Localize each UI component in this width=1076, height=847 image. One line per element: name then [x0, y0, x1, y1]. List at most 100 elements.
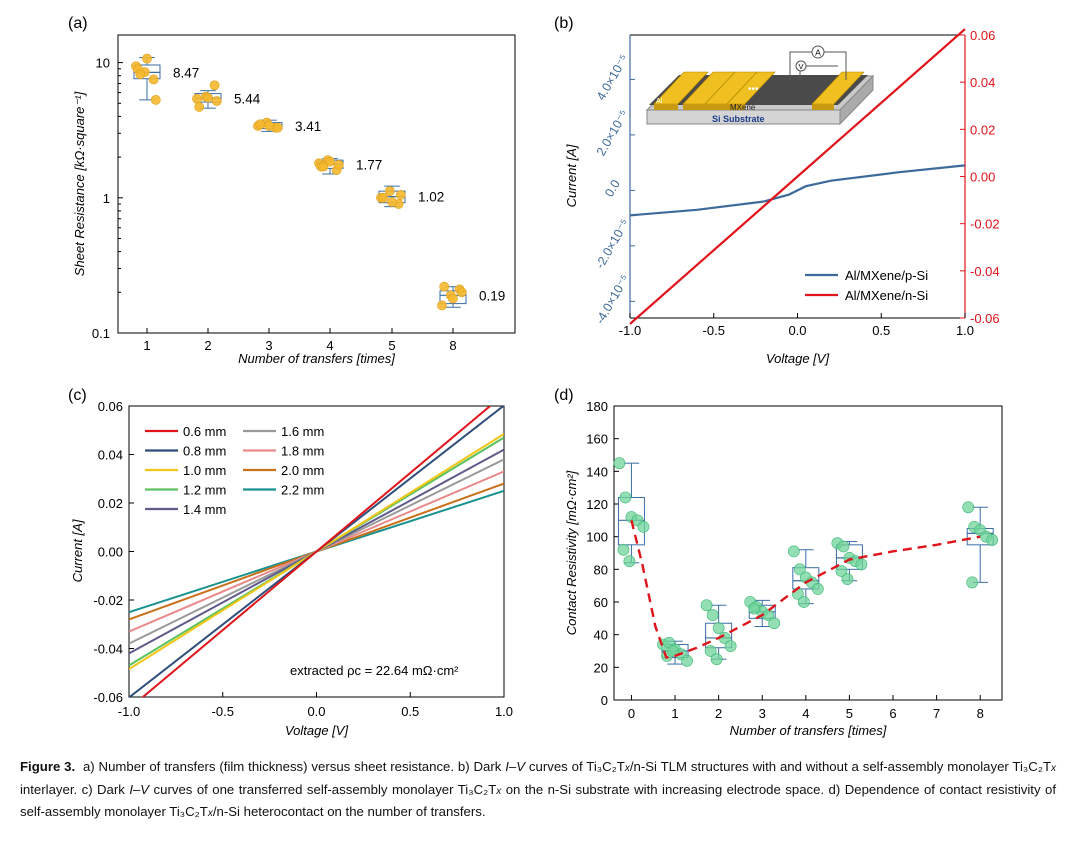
data-point-d — [623, 555, 636, 568]
ytick-label-right-b: 0.00 — [970, 170, 995, 185]
data-point-d — [837, 540, 850, 553]
ylabel-b: Current [A] — [564, 144, 579, 207]
data-point-a — [135, 69, 146, 80]
inset-electrode-front — [727, 104, 745, 110]
xtick-label-a: 1 — [143, 338, 150, 353]
caption-italic: I–V — [505, 759, 526, 774]
figure-caption: Figure 3. a) Number of transfers (film t… — [20, 757, 1056, 825]
data-point-a — [395, 190, 406, 200]
ytick-label-c: 0.00 — [98, 545, 123, 560]
data-point-d — [704, 645, 717, 657]
xtick-label-a: 3 — [265, 338, 272, 353]
inset-label-substrate: Si Substrate — [712, 114, 765, 124]
xtick-label-a: 8 — [449, 338, 456, 353]
box-d — [744, 596, 781, 630]
caption-text: /n-Si heterocontact on the number of tra… — [212, 804, 486, 819]
inset-electrode-front — [654, 104, 678, 110]
ytick-label-c: 0.02 — [98, 496, 123, 511]
data-point-d — [619, 491, 632, 504]
box-a — [376, 185, 406, 209]
inset-label-v: V — [798, 62, 803, 71]
caption-italic: I–V — [129, 781, 150, 797]
caption-italic: x — [496, 785, 502, 797]
ylabel-d: Contact Resistivity [mΩ·cm²] — [564, 470, 579, 635]
xlabel-b: Voltage [V] — [766, 351, 830, 366]
data-point-d — [681, 654, 693, 667]
box-d — [613, 457, 650, 568]
data-point-d — [966, 576, 979, 589]
data-point-d — [855, 558, 868, 571]
box-body — [439, 290, 467, 305]
xtick-label-b: -1.0 — [619, 323, 641, 338]
ylabel-a: Sheet Resistance [kΩ·square⁻¹] — [72, 91, 87, 276]
xlabel-d: Number of transfers [times] — [730, 723, 887, 738]
inset-label-mxene: MXene — [730, 103, 756, 112]
legend-b: Al/MXene/p-Si Al/MXene/n-Si — [805, 268, 928, 303]
legend-label-c: 1.4 mm — [183, 502, 226, 517]
inset-label-a: A — [815, 48, 821, 58]
ytick-label-d: 0 — [601, 693, 608, 708]
ytick-label-c: -0.04 — [93, 642, 123, 657]
xtick-label-b: 0.0 — [788, 323, 806, 338]
xtick-label-c: 0.5 — [401, 704, 419, 719]
data-point-d — [613, 457, 626, 470]
ytick-label-right-b: 0.06 — [970, 28, 995, 43]
panel-label-a: (a) — [68, 15, 88, 32]
ytick-label-c: 0.06 — [98, 399, 123, 414]
ytick-label-right-b: 0.02 — [970, 122, 995, 137]
xtick-label-d: 6 — [889, 706, 896, 721]
xtick-label-d: 1 — [671, 706, 678, 721]
xtick-label-d: 5 — [846, 706, 853, 721]
inset-voltmeter — [795, 60, 807, 72]
legend-label-c: 1.8 mm — [281, 444, 324, 459]
legend-label-c: 1.6 mm — [281, 424, 324, 439]
xtick-label-a: 2 — [204, 338, 211, 353]
ytick-label-right-b: -0.02 — [970, 217, 1000, 232]
ytick-label-d: 120 — [586, 497, 608, 512]
fit-line-d — [630, 520, 981, 659]
box-a — [131, 53, 161, 105]
panel-label-b: (b) — [554, 15, 574, 32]
ytick-label-c: -0.06 — [93, 690, 123, 705]
caption-text: a) Number of transfers (film thickness) … — [82, 759, 506, 774]
inset-electrode-front — [812, 104, 834, 110]
inset-electrode-front — [705, 104, 727, 110]
data-point-a — [209, 80, 220, 91]
data-point-a — [333, 160, 344, 170]
box-a — [437, 281, 467, 311]
caption-italic: x — [1051, 763, 1056, 774]
box-a — [253, 117, 283, 133]
data-point-d — [835, 565, 848, 577]
annotation-a: 5.44 — [234, 91, 261, 106]
box-d — [657, 636, 693, 667]
inset-label-al: Al — [656, 98, 663, 105]
frame-a — [117, 34, 516, 334]
box-body — [792, 567, 820, 590]
ytick-label-d: 100 — [586, 530, 608, 545]
data-point-a — [272, 122, 283, 133]
ytick-label-right-b: -0.06 — [970, 311, 1000, 326]
ytick-label-d: 80 — [594, 562, 608, 577]
ytick-label-d: 140 — [586, 464, 608, 479]
legend-label-c: 0.8 mm — [183, 444, 226, 459]
inset-ammeter — [811, 45, 825, 59]
caption-italic: x — [624, 763, 630, 774]
data-point-a — [387, 197, 397, 207]
box-d — [962, 501, 999, 589]
data-point-d — [986, 534, 999, 546]
caption-text: interlayer. c) Dark — [20, 781, 130, 797]
ytick-label-left-b: -2.0×10⁻⁵ — [593, 217, 632, 271]
ytick-label-left-b: 2.0×10⁻⁵ — [594, 108, 631, 159]
xtick-label-d: 7 — [933, 706, 940, 721]
data-point-a — [384, 186, 395, 197]
box-d — [700, 599, 737, 666]
panel-label-c: (c) — [68, 387, 87, 404]
xtick-label-c: 0.0 — [307, 704, 325, 719]
annotation-a: 8.47 — [173, 65, 199, 80]
legend-label-p-si: Al/MXene/p-Si — [845, 268, 928, 283]
data-point-a — [439, 281, 450, 292]
caption-label: Figure 3. — [20, 759, 76, 774]
legend-label-c: 2.2 mm — [281, 483, 324, 498]
data-point-d — [841, 573, 854, 586]
